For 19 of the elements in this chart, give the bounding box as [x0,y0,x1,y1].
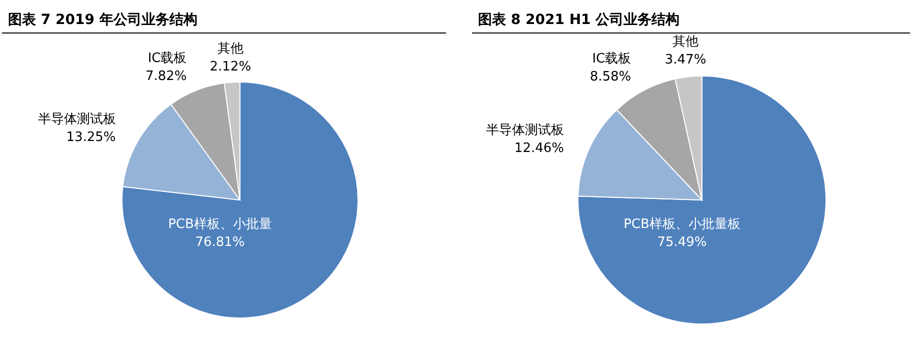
pie-slice [122,82,358,318]
chart-title: 图表 8 2021 H1 公司业务结构 [478,12,680,28]
chart-title: 图表 7 2019 年公司业务结构 [8,12,198,28]
data-label: 7.82% [145,69,187,84]
data-label: 75.49% [657,235,707,250]
slice-label: IC载板 [592,51,632,66]
slice-label: PCB样板、小批量 [168,217,272,232]
data-label: 13.25% [66,130,116,146]
slice-label: 其他 [672,34,699,50]
data-label: 12.46% [514,141,564,156]
data-label: 76.81% [195,235,245,250]
data-label: 8.58% [590,69,632,84]
data-label: 2.12% [210,59,252,74]
slice-label: PCB样板、小批量板 [624,217,740,232]
slice-label: 半导体测试板 [486,123,564,138]
data-label: 3.47% [664,52,706,68]
slice-label: 半导体测试板 [38,112,116,128]
slice-label: 其他 [217,41,244,56]
slice-label: IC载板 [148,51,187,66]
